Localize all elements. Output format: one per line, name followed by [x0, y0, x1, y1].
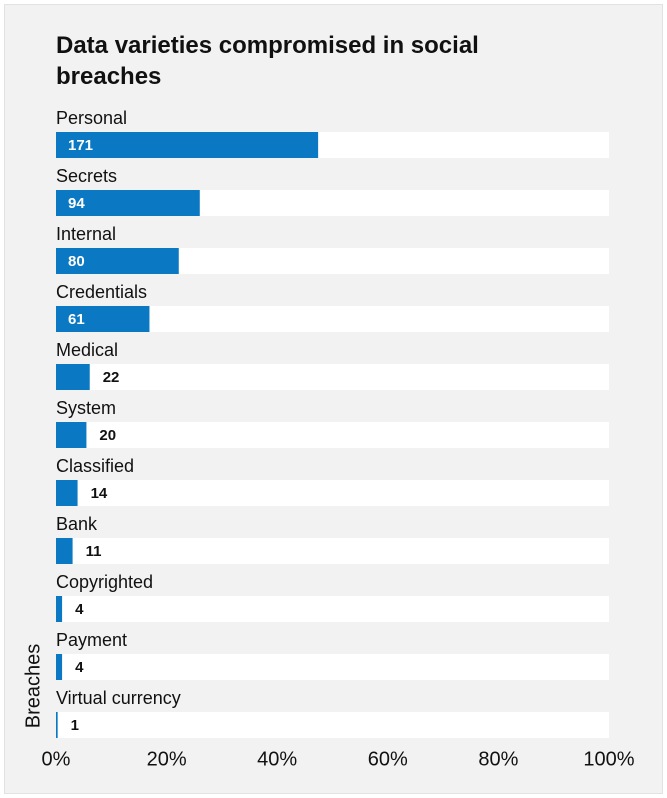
- count-label: 94: [68, 195, 85, 212]
- category-label: Bank: [56, 514, 98, 534]
- category-label: Classified: [56, 456, 134, 476]
- bar: [56, 190, 200, 216]
- count-label: 4: [75, 601, 84, 618]
- chart-title: Data varieties compromised in social bre…: [56, 32, 479, 90]
- bar: [56, 538, 73, 564]
- bar: [56, 132, 319, 158]
- category-label: Internal: [56, 224, 116, 244]
- category-label: Virtual currency: [56, 688, 181, 708]
- bar: [56, 422, 87, 448]
- category-label: Credentials: [56, 282, 147, 302]
- x-tick-label: 0%: [42, 748, 71, 770]
- category-label: Secrets: [56, 166, 117, 186]
- category-label: Payment: [56, 630, 127, 650]
- category-label: System: [56, 398, 116, 418]
- x-tick-label: 20%: [147, 748, 187, 770]
- category-label: Personal: [56, 108, 127, 128]
- x-tick-label: 60%: [368, 748, 408, 770]
- bar: [56, 364, 90, 390]
- count-label: 22: [103, 369, 120, 386]
- count-label: 61: [68, 311, 85, 328]
- count-label: 14: [91, 485, 108, 502]
- bar-track: [56, 654, 609, 680]
- bar: [56, 306, 150, 332]
- bar-track: [56, 364, 609, 390]
- count-label: 20: [99, 427, 116, 444]
- count-label: 80: [68, 253, 85, 270]
- bar: [56, 712, 58, 738]
- count-label: 4: [75, 659, 84, 676]
- bar-track: [56, 538, 609, 564]
- count-label: 11: [86, 543, 102, 560]
- category-label: Copyrighted: [56, 572, 153, 592]
- x-tick-label: 40%: [257, 748, 297, 770]
- category-label: Medical: [56, 340, 118, 360]
- bar-track: [56, 480, 609, 506]
- x-tick-label: 100%: [583, 748, 634, 770]
- bar: [56, 654, 63, 680]
- bar-track: [56, 712, 609, 738]
- x-tick-label: 80%: [478, 748, 518, 770]
- bar: [56, 248, 179, 274]
- y-axis-label: Breaches: [22, 644, 44, 729]
- bar-track: [56, 422, 609, 448]
- bar: [56, 596, 63, 622]
- count-label: 1: [71, 717, 79, 734]
- bar: [56, 480, 78, 506]
- count-label: 171: [68, 137, 93, 154]
- bar-track: [56, 596, 609, 622]
